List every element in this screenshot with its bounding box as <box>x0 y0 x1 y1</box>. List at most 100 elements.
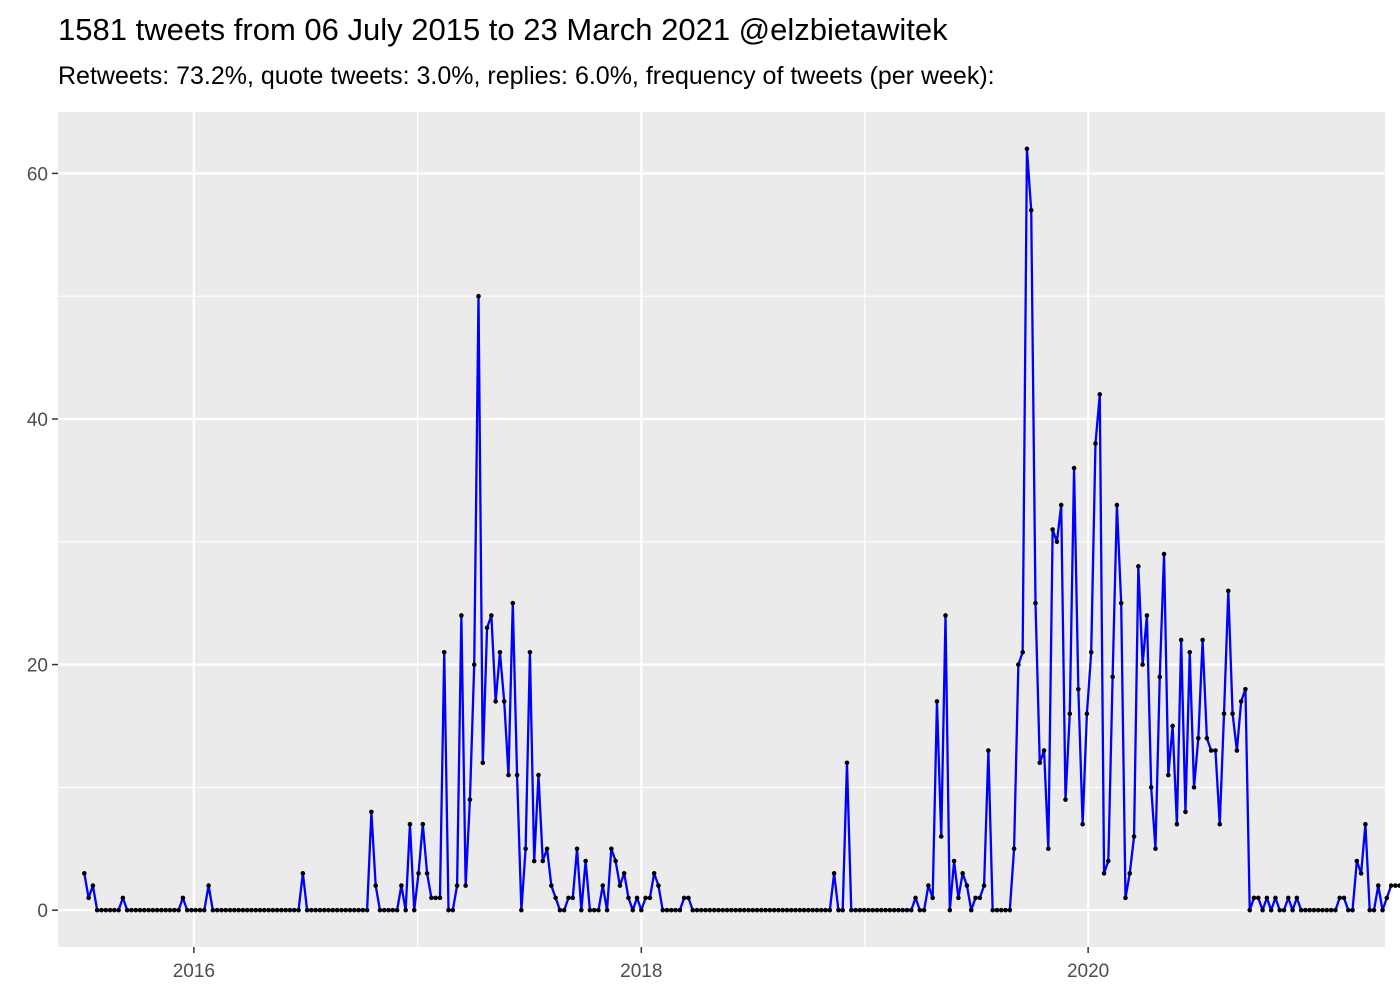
data-point <box>1324 907 1330 913</box>
data-point <box>981 883 987 888</box>
data-point <box>197 907 203 913</box>
data-point <box>930 895 935 901</box>
data-point <box>1020 649 1025 655</box>
data-point <box>1131 834 1137 839</box>
data-point <box>159 907 164 913</box>
data-point <box>1208 748 1214 753</box>
data-point <box>493 699 498 704</box>
data-point <box>1333 907 1338 913</box>
data-point <box>801 907 807 913</box>
data-point <box>1247 907 1253 913</box>
data-point <box>1041 748 1047 753</box>
data-point <box>1298 907 1304 913</box>
data-point <box>274 907 280 913</box>
data-point <box>1397 883 1400 888</box>
data-point <box>214 907 220 913</box>
data-point <box>497 649 503 655</box>
data-point <box>1388 883 1394 888</box>
data-point <box>814 907 820 913</box>
data-point <box>253 907 258 913</box>
data-point <box>1285 895 1291 901</box>
data-point <box>261 907 267 913</box>
data-point <box>1303 907 1308 913</box>
data-point <box>287 907 293 913</box>
data-point <box>840 907 845 913</box>
data-point <box>411 907 417 913</box>
data-point <box>1341 895 1347 901</box>
data-point <box>1217 821 1223 827</box>
data-point <box>150 907 156 913</box>
data-point <box>219 907 224 913</box>
data-point <box>990 907 995 913</box>
minor-grid <box>58 112 1385 947</box>
data-point <box>244 907 250 913</box>
data-point <box>1260 907 1265 913</box>
data-point <box>784 907 790 913</box>
data-point <box>960 871 965 876</box>
data-point <box>1200 637 1205 643</box>
data-point <box>544 846 550 852</box>
data-point <box>523 846 528 852</box>
data-point <box>467 797 473 802</box>
data-point <box>309 907 314 913</box>
data-point <box>1238 699 1244 704</box>
data-point <box>1067 711 1073 716</box>
data-point <box>1320 907 1325 913</box>
data-point <box>193 907 199 913</box>
data-point <box>639 907 644 913</box>
data-point <box>1088 649 1094 655</box>
data-point <box>142 907 147 913</box>
data-point <box>1277 907 1283 913</box>
data-point <box>904 907 910 913</box>
data-point <box>690 907 696 913</box>
data-point <box>364 907 370 913</box>
data-point <box>823 907 828 913</box>
data-point <box>574 846 580 852</box>
data-point <box>788 907 794 913</box>
data-point <box>330 907 336 913</box>
data-point <box>908 907 914 913</box>
data-point <box>1093 441 1098 446</box>
data-point <box>964 883 970 888</box>
data-point <box>1350 907 1355 913</box>
data-point <box>617 883 623 888</box>
data-point <box>433 895 438 901</box>
data-point <box>519 907 524 913</box>
data-point <box>1101 871 1107 876</box>
data-point <box>763 907 768 913</box>
data-point <box>1256 895 1261 901</box>
data-point <box>1268 907 1274 913</box>
data-point <box>133 907 139 913</box>
x-tick-label: 2016 <box>173 961 215 982</box>
data-point <box>1264 895 1270 901</box>
data-point <box>591 907 597 913</box>
data-point <box>206 883 211 888</box>
data-point <box>167 907 173 913</box>
data-point <box>437 895 443 901</box>
data-point <box>403 907 408 913</box>
data-point <box>86 895 91 901</box>
data-point <box>673 907 678 913</box>
data-point <box>1106 858 1111 864</box>
data-point <box>664 907 670 913</box>
data-point <box>1080 821 1085 827</box>
y-tick-label: 20 <box>27 656 48 677</box>
data-point <box>416 871 421 876</box>
data-point <box>694 907 700 913</box>
data-point <box>1290 907 1295 913</box>
data-point <box>1337 895 1343 901</box>
data-point <box>90 883 96 888</box>
data-point <box>956 895 961 901</box>
data-point <box>480 760 486 766</box>
data-point <box>1251 895 1257 901</box>
data-point <box>561 907 567 913</box>
data-point <box>728 907 734 913</box>
data-point <box>951 858 957 864</box>
data-point <box>223 907 229 913</box>
data-point <box>870 907 875 913</box>
data-point <box>1178 637 1184 643</box>
data-point <box>604 907 610 913</box>
data-point <box>334 907 340 913</box>
data-point <box>977 895 983 901</box>
data-point <box>848 907 854 913</box>
